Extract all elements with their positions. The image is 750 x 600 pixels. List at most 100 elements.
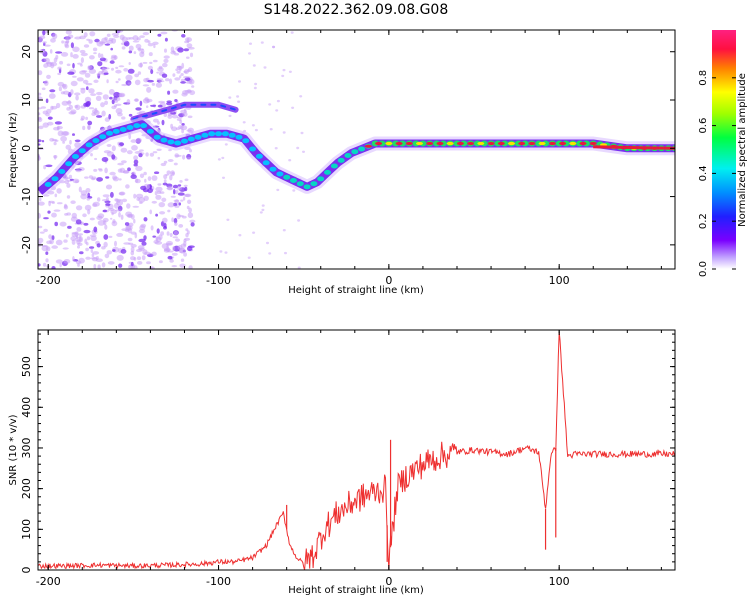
noise-blob <box>184 186 188 192</box>
noise-blob <box>102 194 110 198</box>
noise-blob <box>41 245 48 247</box>
noise-blob <box>171 217 174 223</box>
track-core-sample <box>508 141 515 146</box>
noise-blob <box>116 232 124 237</box>
spectrogram-xlabel: Height of straight line (km) <box>288 285 424 296</box>
noise-blob <box>94 107 98 111</box>
noise-blob <box>183 184 188 187</box>
noise-blob <box>105 184 113 190</box>
noise-blob <box>144 251 151 256</box>
noise-blob <box>79 251 84 255</box>
track-sample <box>194 134 202 140</box>
track-core-sample <box>375 141 383 146</box>
noise-blob <box>38 212 41 219</box>
noise-blob <box>139 51 145 58</box>
track-tail <box>593 145 675 150</box>
noise-blob <box>143 171 147 176</box>
noise-blob <box>74 36 82 40</box>
noise-blob <box>38 263 41 267</box>
noise-blob <box>167 255 173 260</box>
noise-blob <box>56 202 63 205</box>
noise-blob <box>46 74 51 79</box>
noise-blob <box>51 105 58 110</box>
noise-blob <box>163 174 168 180</box>
noise-blob <box>187 115 193 119</box>
noise-blob <box>92 203 98 208</box>
noise-blob <box>140 185 147 191</box>
noise-blob <box>87 192 91 198</box>
noise-blob <box>268 252 272 255</box>
noise-blob <box>82 125 86 131</box>
noise-blob <box>48 200 55 203</box>
noise-blob <box>115 80 119 84</box>
noise-blob <box>186 56 190 59</box>
noise-blob <box>118 211 121 218</box>
noise-blob <box>90 248 94 253</box>
noise-blob <box>56 188 62 194</box>
track-core-sample <box>456 141 464 146</box>
noise-blob <box>282 229 286 232</box>
noise-blob <box>54 121 63 125</box>
noise-blob <box>142 84 150 87</box>
noise-blob <box>86 86 89 91</box>
noise-blob <box>121 116 126 120</box>
noise-blob <box>112 176 119 182</box>
noise-blob <box>98 169 103 172</box>
noise-blob <box>178 224 184 228</box>
noise-blob <box>155 236 159 241</box>
noise-blob <box>173 188 176 195</box>
noise-blob <box>83 222 89 226</box>
track-sample <box>344 153 352 158</box>
noise-blob <box>53 57 58 63</box>
noise-blob <box>106 144 112 147</box>
x-tick-label: 0 <box>385 274 392 287</box>
noise-blob <box>170 50 177 55</box>
noise-blob <box>103 234 109 240</box>
track-sample <box>310 181 318 187</box>
noise-blob <box>151 251 157 256</box>
noise-blob <box>40 106 47 109</box>
noise-blob <box>263 66 267 69</box>
noise-blob <box>186 43 193 48</box>
noise-blob <box>118 178 122 181</box>
noise-blob <box>97 220 105 226</box>
noise-blob <box>81 70 88 73</box>
x-tick-label: -200 <box>36 274 61 287</box>
track-sample <box>85 142 93 148</box>
noise-blob <box>100 53 104 59</box>
noise-blob <box>161 119 165 126</box>
noise-blob <box>184 40 190 44</box>
track-sample <box>242 138 250 144</box>
noise-blob <box>102 217 109 223</box>
noise-blob <box>121 36 128 43</box>
noise-blob <box>156 71 159 74</box>
track-sample <box>133 123 141 129</box>
noise-blob <box>136 256 142 261</box>
noise-blob <box>181 128 185 134</box>
y-tick-label: -10 <box>20 188 33 206</box>
noise-blob <box>254 128 258 132</box>
noise-blob <box>163 223 167 228</box>
noise-blob <box>80 87 86 90</box>
noise-blob <box>134 265 138 269</box>
noise-blob <box>80 115 85 121</box>
noise-blob <box>78 233 83 236</box>
noise-blob <box>68 111 76 115</box>
noise-blob <box>138 197 146 203</box>
noise-blob <box>163 179 167 183</box>
noise-blob <box>96 73 101 76</box>
noise-blob <box>150 69 154 75</box>
noise-blob <box>119 142 125 147</box>
noise-blob <box>77 245 80 249</box>
noise-blob <box>187 46 195 50</box>
colorbar: 0.0 0.2 0.4 0.6 0.8 Normalized spectral ampl… <box>698 30 748 277</box>
track-sample <box>228 132 236 138</box>
noise-blob <box>64 203 67 209</box>
noise-blob <box>137 261 143 265</box>
noise-blob <box>226 218 230 221</box>
noise-blob <box>82 213 87 218</box>
noise-blob <box>110 56 117 61</box>
noise-blob <box>133 159 139 165</box>
noise-blob <box>155 213 159 217</box>
noise-blob <box>127 237 133 242</box>
